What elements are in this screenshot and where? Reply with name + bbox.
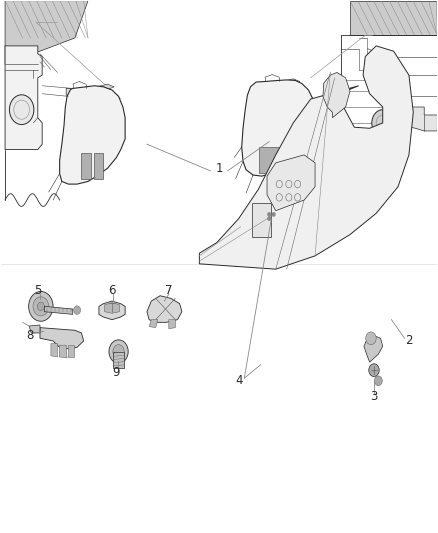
Polygon shape [242,80,314,176]
Circle shape [268,212,271,216]
Polygon shape [5,46,42,150]
Circle shape [268,216,271,221]
Circle shape [28,292,53,321]
Circle shape [109,340,128,364]
Bar [94,154,103,179]
Text: 5: 5 [34,284,42,297]
Polygon shape [40,328,84,349]
Text: 8: 8 [27,329,34,342]
Circle shape [113,345,124,359]
Polygon shape [350,1,437,35]
Circle shape [33,297,49,316]
Ellipse shape [258,217,266,233]
Bar [81,154,91,179]
Bar [259,147,283,173]
Polygon shape [29,325,40,333]
Circle shape [372,110,394,136]
Polygon shape [323,72,350,118]
Circle shape [10,95,34,125]
Polygon shape [283,79,300,84]
Text: 9: 9 [113,366,120,379]
Polygon shape [99,301,125,320]
Ellipse shape [330,74,343,98]
Polygon shape [149,320,158,328]
Circle shape [374,376,382,385]
Circle shape [369,364,379,376]
Polygon shape [364,336,383,362]
Text: 6: 6 [108,284,116,297]
Polygon shape [105,303,120,313]
Text: 4: 4 [235,374,242,387]
Polygon shape [97,84,114,90]
Polygon shape [59,345,67,358]
Polygon shape [113,352,124,368]
Text: 1: 1 [215,161,223,175]
Polygon shape [199,46,413,269]
Polygon shape [51,344,57,357]
Circle shape [74,306,81,314]
Circle shape [272,212,276,216]
Text: 2: 2 [405,334,413,348]
Polygon shape [267,155,315,211]
Polygon shape [44,306,73,314]
Polygon shape [60,86,125,184]
Polygon shape [5,1,88,64]
Polygon shape [403,107,437,131]
Circle shape [366,332,376,345]
Polygon shape [169,320,175,329]
Bar [252,203,272,237]
Circle shape [37,302,44,311]
Polygon shape [66,88,112,95]
Polygon shape [68,345,74,357]
Polygon shape [147,296,182,322]
Text: 3: 3 [370,390,378,403]
Text: 7: 7 [165,284,173,297]
